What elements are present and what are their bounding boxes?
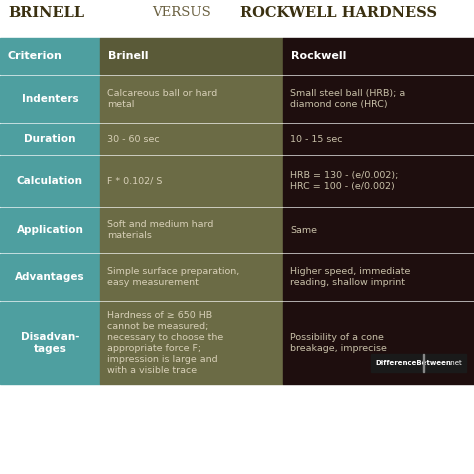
Text: Higher speed, immediate
reading, shallow imprint: Higher speed, immediate reading, shallow… bbox=[290, 267, 410, 287]
Text: Possibility of a cone
breakage, imprecise: Possibility of a cone breakage, imprecis… bbox=[290, 333, 387, 353]
Bar bbox=[0, 302, 100, 384]
Bar bbox=[283, 208, 474, 252]
Bar bbox=[0, 124, 100, 154]
Bar bbox=[100, 302, 283, 384]
Bar bbox=[283, 38, 474, 74]
Text: Duration: Duration bbox=[24, 134, 76, 144]
Text: Rockwell: Rockwell bbox=[291, 51, 346, 61]
Text: Hardness of ≥ 650 HB
cannot be measured;
necessary to choose the
appropriate for: Hardness of ≥ 650 HB cannot be measured;… bbox=[107, 311, 223, 375]
Bar bbox=[283, 156, 474, 206]
Text: 30 - 60 sec: 30 - 60 sec bbox=[107, 135, 160, 144]
Bar bbox=[283, 76, 474, 122]
Text: Brinell: Brinell bbox=[108, 51, 148, 61]
Text: DifferenceBetween: DifferenceBetween bbox=[375, 360, 451, 366]
Text: Disadvan-
tages: Disadvan- tages bbox=[21, 332, 79, 354]
Bar bbox=[371, 354, 466, 372]
Text: Indenters: Indenters bbox=[22, 94, 78, 104]
Bar bbox=[0, 208, 100, 252]
Bar bbox=[100, 76, 283, 122]
Text: Advantages: Advantages bbox=[15, 272, 85, 282]
Text: HRB = 130 - (e/0.002);
HRC = 100 - (e/0.002): HRB = 130 - (e/0.002); HRC = 100 - (e/0.… bbox=[290, 171, 398, 191]
Bar bbox=[0, 38, 100, 74]
Text: Simple surface preparation,
easy measurement: Simple surface preparation, easy measure… bbox=[107, 267, 239, 287]
Bar bbox=[100, 208, 283, 252]
Bar bbox=[100, 254, 283, 300]
Bar bbox=[0, 254, 100, 300]
Bar bbox=[100, 38, 283, 74]
Bar bbox=[283, 254, 474, 300]
Bar bbox=[100, 156, 283, 206]
Bar bbox=[0, 76, 100, 122]
Bar bbox=[283, 302, 474, 384]
Text: .net: .net bbox=[448, 360, 462, 366]
Text: 10 - 15 sec: 10 - 15 sec bbox=[290, 135, 343, 144]
Bar bbox=[0, 156, 100, 206]
Bar bbox=[283, 124, 474, 154]
Text: Calcareous ball or hard
metal: Calcareous ball or hard metal bbox=[107, 89, 217, 109]
Text: Criterion: Criterion bbox=[8, 51, 63, 61]
Text: Application: Application bbox=[17, 225, 83, 235]
Text: BRINELL: BRINELL bbox=[8, 6, 84, 20]
Bar bbox=[423, 354, 424, 372]
Text: ROCKWELL HARDNESS: ROCKWELL HARDNESS bbox=[240, 6, 437, 20]
Bar bbox=[100, 124, 283, 154]
Text: Same: Same bbox=[290, 226, 317, 235]
Text: F * 0.102/ S: F * 0.102/ S bbox=[107, 176, 163, 185]
Text: Small steel ball (HRB); a
diamond cone (HRC): Small steel ball (HRB); a diamond cone (… bbox=[290, 89, 405, 109]
Text: VERSUS: VERSUS bbox=[152, 6, 211, 19]
Text: Soft and medium hard
materials: Soft and medium hard materials bbox=[107, 220, 213, 240]
Text: Calculation: Calculation bbox=[17, 176, 83, 186]
